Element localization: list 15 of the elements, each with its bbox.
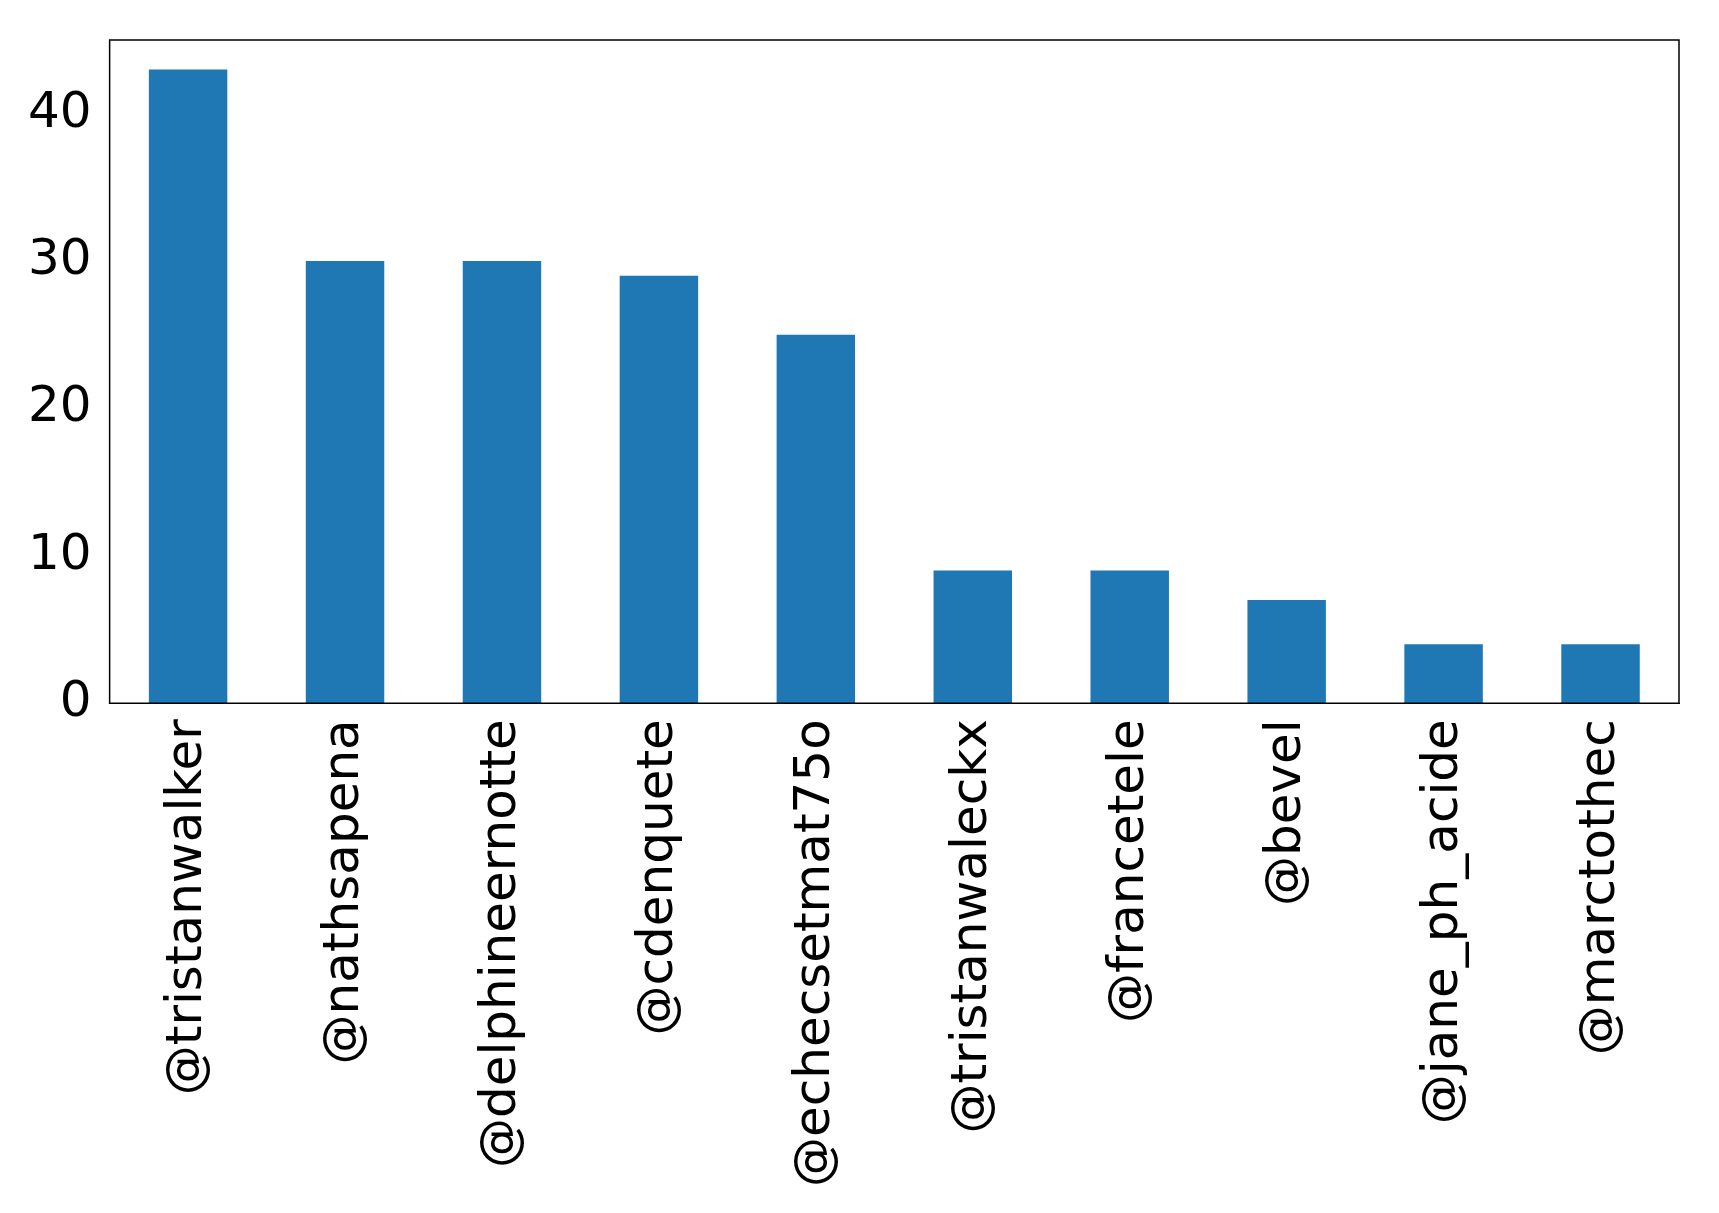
y-tick-label: 30 — [28, 228, 92, 287]
y-tick-label: 0 — [59, 670, 92, 729]
x-tick-label: @tristanwaleckx — [939, 719, 998, 1134]
x-tick-label: @cdenquete — [625, 719, 684, 1036]
x-tick-label: @echecsetmat75o — [782, 719, 841, 1188]
y-tick-label: 40 — [28, 80, 92, 139]
x-tick-label: @jane_ph_acide — [1410, 719, 1469, 1125]
x-tick-label: @delphineernotte — [468, 719, 527, 1169]
y-tick-label: 10 — [28, 522, 92, 581]
x-tick-label: @bevel — [1253, 719, 1312, 906]
x-tick-label: @tristanwalker — [155, 718, 214, 1096]
x-tick-label: @francetele — [1096, 719, 1155, 1023]
x-tick-label: @marctothec — [1567, 719, 1626, 1056]
x-tick-label: @nathsapena — [312, 719, 371, 1065]
y-tick-label: 20 — [28, 375, 92, 434]
